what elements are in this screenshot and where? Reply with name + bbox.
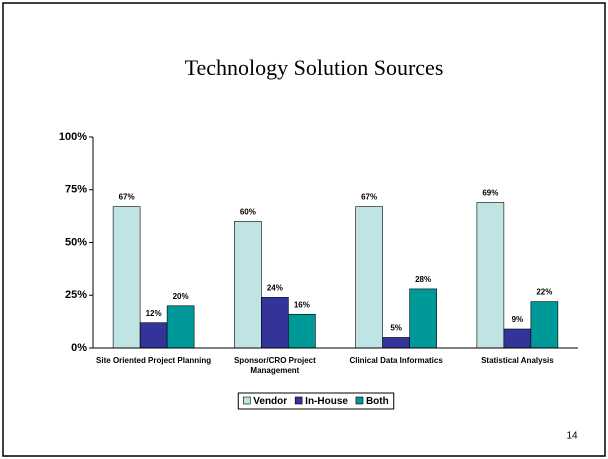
bar <box>530 301 559 349</box>
data-label: 22% <box>536 288 552 297</box>
legend-swatch <box>242 396 251 405</box>
bar <box>503 328 532 349</box>
y-tick-label: 0% <box>71 342 87 354</box>
y-tick-label: 75% <box>65 184 87 196</box>
bar <box>409 288 437 349</box>
page-number: 14 <box>566 431 578 442</box>
x-tick-label: Statistical Analysis <box>481 356 554 365</box>
data-label: 60% <box>240 208 256 217</box>
data-label: 16% <box>294 300 310 309</box>
bar <box>166 305 195 349</box>
chart-title: Technology Solution Sources <box>185 55 444 80</box>
legend-swatch <box>294 396 303 405</box>
bar <box>288 313 316 349</box>
x-tick-label: Clinical Data Informatics <box>349 356 443 365</box>
data-label: 12% <box>146 309 162 318</box>
legend-label: Both <box>366 396 389 407</box>
y-tick-label: 50% <box>65 236 87 248</box>
bar <box>476 202 505 349</box>
data-label: 24% <box>267 283 283 292</box>
x-tick-label: Sponsor/CRO Project Management <box>233 356 316 375</box>
data-label: 67% <box>361 193 377 202</box>
data-label: 67% <box>119 193 135 202</box>
data-label: 20% <box>173 292 189 301</box>
bar <box>112 206 141 349</box>
bar <box>261 297 289 349</box>
bar <box>234 221 262 349</box>
legend-swatch <box>355 396 364 405</box>
y-tick-label: 100% <box>59 131 87 143</box>
x-tick-label: Site Oriented Project Planning <box>96 356 212 365</box>
y-tick-label: 25% <box>65 289 87 301</box>
data-label: 9% <box>512 315 524 324</box>
data-label: 5% <box>390 324 402 333</box>
bar <box>382 337 410 349</box>
legend-box <box>237 392 395 410</box>
legend-label: In-House <box>305 396 348 407</box>
bar <box>355 206 383 349</box>
data-label: 69% <box>482 189 498 198</box>
data-label: 28% <box>415 275 431 284</box>
legend-label: Vendor <box>253 396 287 407</box>
bar <box>139 322 168 349</box>
